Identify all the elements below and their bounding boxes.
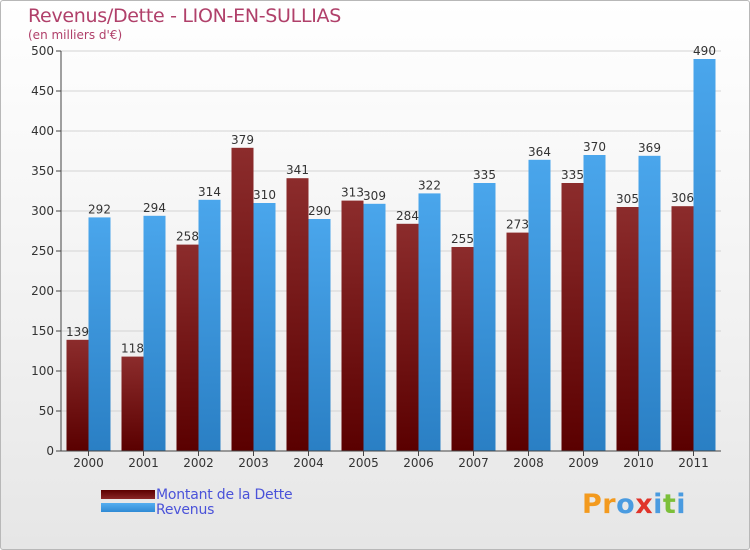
bar-dette-2008 <box>506 232 529 451</box>
bar-dette-2005 <box>341 200 364 451</box>
logo-letter: r <box>602 489 617 520</box>
x-tick-label: 2003 <box>238 456 269 470</box>
x-tick-label: 2008 <box>513 456 544 470</box>
y-tick-label: 300 <box>31 204 54 218</box>
data-labels: 139 292 118 294 258 314 379 310 341 290 313 309 284 3… <box>66 44 716 356</box>
x-tick-label: 2001 <box>128 456 159 470</box>
bar-dette-2001 <box>121 356 144 451</box>
bar-dette-2000 <box>66 339 89 451</box>
x-axis-ticks: 2000 2001 2002 2003 2004 2005 2006 2007 2008 2009… <box>73 451 709 470</box>
chart-subtitle: (en milliers d'€) <box>28 28 123 42</box>
bar-revenus-2002 <box>198 199 221 451</box>
data-label: 322 <box>418 178 441 192</box>
data-label: 258 <box>176 230 199 244</box>
y-tick-label: 200 <box>31 284 54 298</box>
bar-revenus-2000 <box>88 217 111 451</box>
bar-revenus-2009 <box>583 155 606 451</box>
x-tick-label: 2005 <box>348 456 379 470</box>
bar-revenus-2001 <box>143 215 166 451</box>
bar-revenus-2007 <box>473 183 496 451</box>
data-label: 290 <box>308 204 331 218</box>
legend-label-revenus: Revenus <box>156 502 215 518</box>
y-tick-label: 250 <box>31 244 54 258</box>
logo-letter: i <box>676 489 687 520</box>
x-tick-label: 2009 <box>568 456 599 470</box>
x-tick-label: 2010 <box>623 456 654 470</box>
data-label: 335 <box>561 168 584 182</box>
data-label: 314 <box>198 185 221 199</box>
data-label: 255 <box>451 232 474 246</box>
data-label: 309 <box>363 189 386 203</box>
data-label: 364 <box>528 145 551 159</box>
data-label: 490 <box>693 44 716 58</box>
data-label: 294 <box>143 201 166 215</box>
data-label: 292 <box>88 202 111 216</box>
data-label: 284 <box>396 209 419 223</box>
bar-dette-2003 <box>231 147 254 452</box>
data-label: 379 <box>231 133 254 147</box>
proxiti-logo[interactable]: Proxiti <box>582 489 686 520</box>
logo-letter: t <box>662 489 677 520</box>
x-tick-label: 2002 <box>183 456 214 470</box>
bar-revenus-2005 <box>363 203 386 451</box>
bar-dette-2004 <box>286 178 309 451</box>
data-label: 306 <box>671 191 694 205</box>
grid-lines <box>61 50 721 412</box>
logo-letter: x <box>635 489 654 520</box>
bars <box>66 59 716 452</box>
logo-letter: P <box>582 489 603 520</box>
chart-title: Revenus/Dette - LION-EN-SULLIAS <box>28 5 341 27</box>
logo-letter: o <box>616 489 636 520</box>
bar-revenus-2004 <box>308 219 331 451</box>
data-label: 310 <box>253 188 276 202</box>
logo-letter: i <box>653 489 663 520</box>
data-label: 335 <box>473 168 496 182</box>
y-tick-label: 450 <box>31 84 54 98</box>
x-tick-label: 2000 <box>73 456 104 470</box>
x-tick-label: 2007 <box>458 456 489 470</box>
y-tick-label: 150 <box>31 324 54 338</box>
bar-dette-2006 <box>396 223 419 451</box>
x-tick-label: 2011 <box>678 456 709 470</box>
data-label: 341 <box>286 163 309 177</box>
bar-dette-2007 <box>451 247 474 451</box>
x-tick-label: 2004 <box>293 456 324 470</box>
x-tick-label: 2006 <box>403 456 434 470</box>
y-tick-label: 0 <box>46 444 54 458</box>
bar-dette-2010 <box>616 207 639 451</box>
data-label: 369 <box>638 141 661 155</box>
data-label: 273 <box>506 218 529 232</box>
bar-revenus-2008 <box>528 159 551 452</box>
data-label: 139 <box>66 325 89 339</box>
bar-dette-2002 <box>176 244 199 451</box>
bar-revenus-2011 <box>693 59 716 451</box>
data-label: 370 <box>583 140 606 154</box>
bar-revenus-2006 <box>418 193 441 451</box>
bar-revenus-2003 <box>253 203 276 451</box>
bar-revenus-2010 <box>638 155 661 452</box>
data-label: 313 <box>341 186 364 200</box>
y-tick-label: 500 <box>31 44 54 58</box>
legend-swatch-revenus <box>101 503 155 512</box>
y-tick-label: 400 <box>31 124 54 138</box>
data-label: 305 <box>616 192 639 206</box>
bar-dette-2009 <box>561 183 584 451</box>
y-tick-label: 50 <box>39 404 54 418</box>
y-tick-label: 350 <box>31 164 54 178</box>
data-label: 118 <box>121 342 144 356</box>
y-axis-ticks: 0 50 100 150 200 250 300 350 400 450 500 <box>31 44 61 458</box>
bar-dette-2011 <box>671 206 694 451</box>
legend-label-dette: Montant de la Dette <box>156 487 293 503</box>
legend-swatch-dette <box>101 490 155 499</box>
y-tick-label: 100 <box>31 364 54 378</box>
